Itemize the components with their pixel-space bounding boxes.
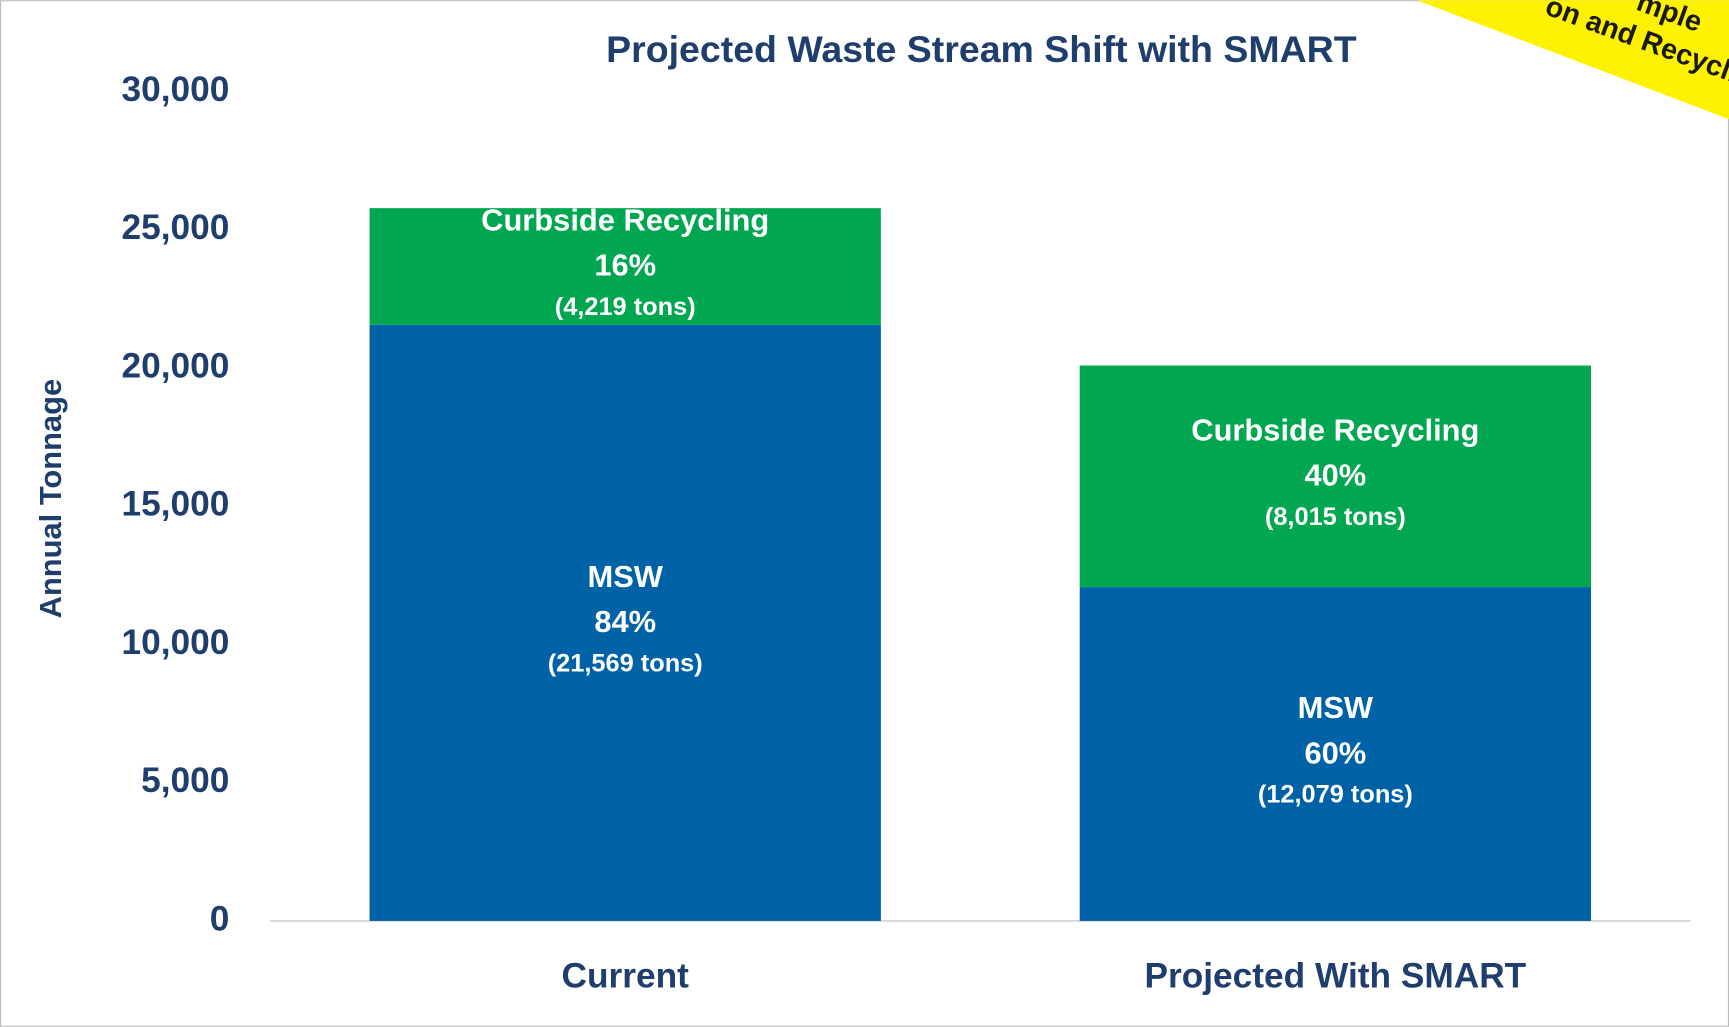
segment-percent: 40% (1304, 458, 1366, 493)
segment-percent: 16% (594, 248, 656, 283)
bar-segment (1079, 587, 1591, 921)
x-tick-label: Current (562, 957, 690, 996)
segment-name: Curbside Recycling (481, 203, 769, 238)
y-tick-label: 15,000 (121, 485, 229, 524)
y-tick-label: 25,000 (121, 208, 229, 247)
y-tick-label: 5,000 (141, 761, 229, 800)
segment-value: (12,079 tons) (1258, 781, 1413, 809)
segment-percent: 60% (1304, 735, 1366, 770)
bar-segment (369, 324, 881, 921)
bar-segment (1079, 365, 1591, 588)
segment-percent: 84% (594, 604, 656, 639)
chart-title: Projected Waste Stream Shift with SMART (606, 28, 1357, 70)
y-axis-label: Annual Tonnage (33, 379, 68, 618)
segment-name: Curbside Recycling (1191, 412, 1479, 447)
y-tick-label: 20,000 (121, 346, 229, 385)
segment-name: MSW (1298, 690, 1374, 725)
x-tick-label: Projected With SMART (1144, 957, 1526, 996)
segment-name: MSW (588, 559, 664, 594)
y-tick-label: 30,000 (121, 70, 229, 109)
y-tick-label: 0 (210, 899, 230, 938)
segment-value: (4,219 tons) (555, 293, 696, 321)
segment-value: (21,569 tons) (548, 649, 703, 677)
banner (1416, 0, 1729, 120)
segment-value: (8,015 tons) (1265, 503, 1406, 531)
y-tick-label: 10,000 (121, 623, 229, 662)
bar-segment (369, 208, 881, 325)
